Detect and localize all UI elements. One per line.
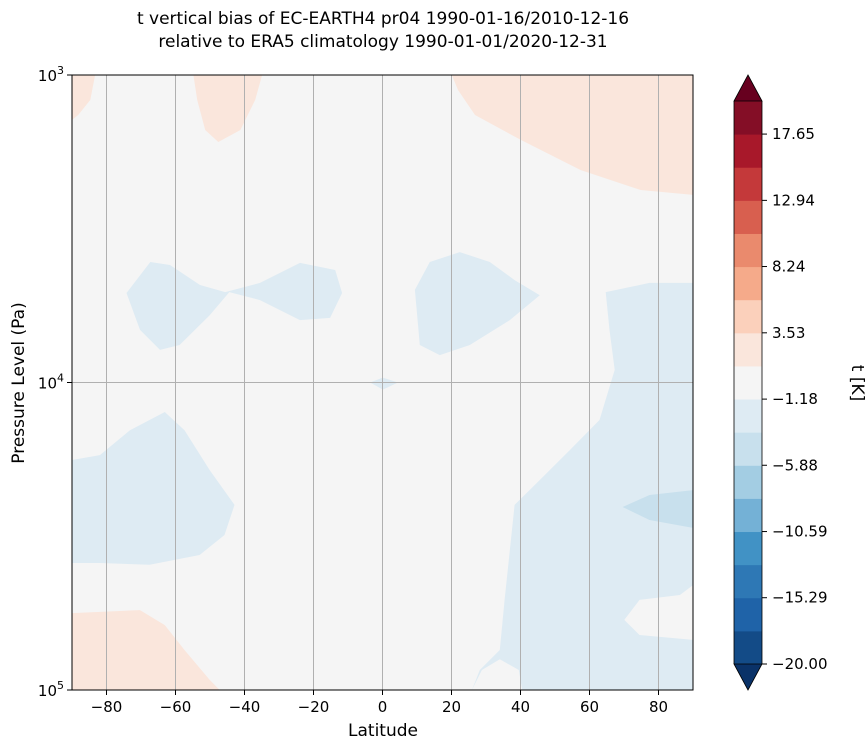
x-tick-label: −80 [91,698,123,716]
contour-region-6 [72,412,235,565]
x-axis-label: Latitude [348,721,418,738]
colorbar-extend-max [733,74,763,102]
colorbar-band [734,200,762,234]
contour-region-3 [126,262,343,350]
contour-region-2 [451,75,693,195]
x-tick-label: 80 [649,698,668,716]
colorbar: −20.00 −15.29 −10.59 −5.88 −1.18 3.53 8.24 12.9… [733,74,828,691]
colorbar-tick-label: −10.59 [772,523,828,541]
contour-region-9 [622,490,693,528]
gridlines [72,75,693,690]
colorbar-band [734,167,762,201]
colorbar-tick-label: −15.29 [772,589,828,607]
colorbar-tick-label: 12.94 [772,191,815,209]
colorbar-tick-label: 8.24 [772,258,805,276]
colorbar-band [734,597,762,632]
x-axis-ticks: −80 −60 −40 −20 0 20 40 60 80 [91,690,668,716]
x-tick-label: 20 [442,698,461,716]
contour-region-8 [471,282,693,690]
y-tick-label: 105 [38,679,64,700]
colorbar-extend-min [733,663,763,691]
colorbar-band [734,630,762,665]
contour-region-11 [471,659,523,690]
y-axis-ticks: 103 104 105 [38,64,72,700]
colorbar-band [734,233,762,268]
colorbar-band [734,134,762,168]
colorbar-band [734,465,762,499]
x-tick-label: −60 [160,698,192,716]
x-tick-label: 40 [511,698,530,716]
colorbar-band [734,564,762,599]
contour-region-0 [72,75,96,120]
colorbar-tick-label: 3.53 [772,324,805,342]
contour-region-5 [370,377,398,390]
contour-region-7 [72,610,220,690]
colorbar-band [734,498,762,533]
contour-region-4 [414,252,540,356]
x-tick-label: 60 [580,698,599,716]
x-tick-label: 0 [378,698,388,716]
colorbar-label: t [K] [847,365,867,401]
y-tick-label: 104 [38,372,64,393]
chart-title-line1: t vertical bias of EC-EARTH4 pr04 1990-0… [137,9,629,29]
colorbar-tick-label: −5.88 [772,456,818,474]
x-tick-label: −20 [298,698,330,716]
x-tick-label: −40 [229,698,261,716]
y-axis-label: Pressure Level (Pa) [9,302,29,463]
colorbar-band [734,531,762,566]
colorbar-band [734,101,762,135]
colorbar-band [734,299,762,334]
y-tick-label: 103 [38,64,64,85]
colorbar-band [734,266,762,301]
colorbar-tick-label: −1.18 [772,390,818,408]
chart-title-line2: relative to ERA5 climatology 1990-01-01/… [158,32,607,52]
colorbar-band [734,332,762,367]
colorbar-tick-label: 17.65 [772,125,815,143]
colorbar-tick-label: −20.00 [772,655,828,673]
colorbar-band [734,399,762,433]
colorbar-band [734,365,762,400]
colorbar-band [734,432,762,466]
